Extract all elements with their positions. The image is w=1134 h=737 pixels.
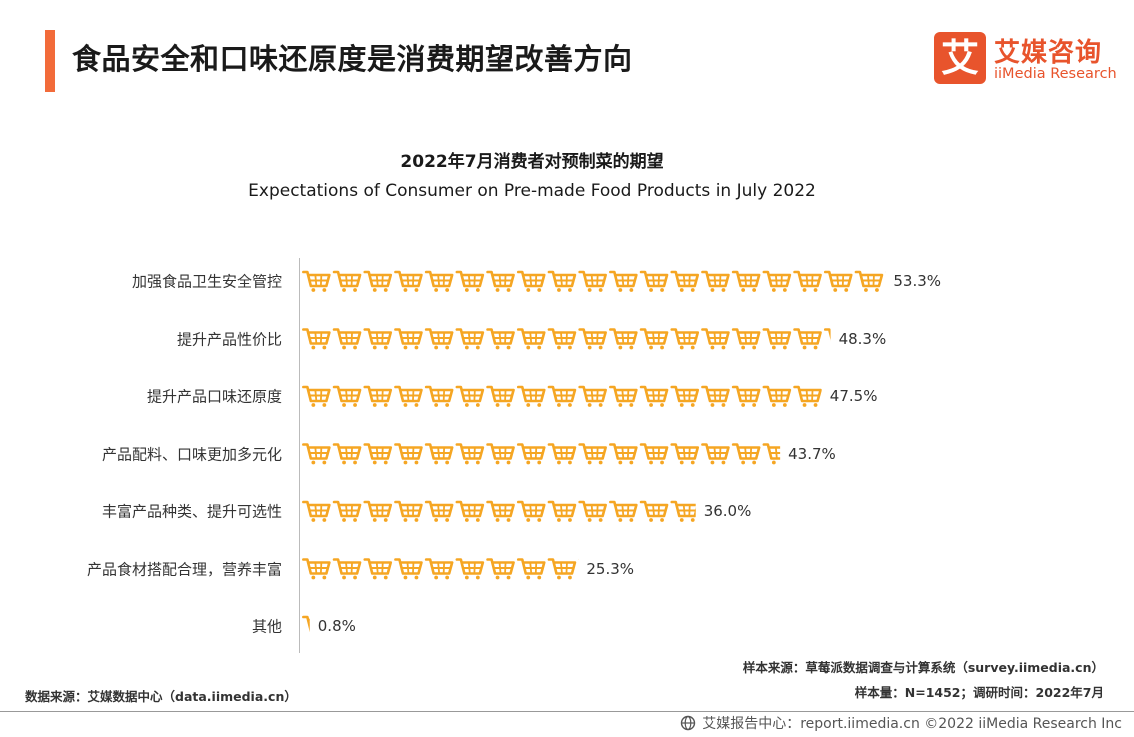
- sample-source: 样本来源：草莓派数据调查与计算系统（survey.iimedia.cn）: [742, 660, 1104, 675]
- bar-5: [302, 500, 696, 523]
- category-label: 其他: [251, 617, 282, 636]
- footer: 艾媒报告中心：report.iimedia.cn ©2022 iiMedia R…: [680, 713, 1122, 733]
- category-label: 丰富产品种类、提升可选性: [101, 502, 282, 521]
- logo-mark: 艾: [934, 32, 986, 84]
- globe-icon: [681, 715, 696, 731]
- category-label: 提升产品性价比: [176, 330, 282, 348]
- footer-divider: [0, 711, 1134, 712]
- data-source: 数据来源：艾媒数据中心（data.iimedia.cn）: [25, 689, 297, 704]
- value-label: 47.5%: [829, 387, 878, 405]
- page-title: 食品安全和口味还原度是消费期望改善方向: [72, 42, 633, 76]
- logo-name-en: iiMedia Research: [994, 66, 1117, 82]
- category-axis: [299, 258, 300, 653]
- bar-1: [302, 270, 886, 293]
- bar-4: [302, 443, 781, 466]
- category-label: 产品配料、口味更加多元化: [101, 445, 282, 463]
- bar-3: [302, 385, 822, 408]
- footer-text: 艾媒报告中心：report.iimedia.cn ©2022 iiMedia R…: [702, 716, 1122, 732]
- sample-info: 样本量：N=1452；调研时间：2022年7月: [854, 685, 1104, 700]
- category-label: 提升产品口味还原度: [146, 387, 282, 406]
- iimedia-logo: 艾 艾媒咨询 iiMedia Research: [934, 32, 1124, 88]
- value-label: 36.0%: [703, 502, 752, 520]
- bar-2: [302, 328, 831, 351]
- category-label: 加强食品卫生安全管控: [131, 272, 282, 291]
- title-accent-bar: [45, 30, 55, 92]
- chart-title: 2022年7月消费者对预制菜的期望: [400, 152, 664, 172]
- value-label: 43.7%: [788, 444, 836, 463]
- value-label: 0.8%: [317, 617, 356, 635]
- value-label: 25.3%: [586, 559, 635, 578]
- value-label: 48.3%: [838, 329, 887, 348]
- value-label: 53.3%: [893, 272, 942, 290]
- bars-layer: [302, 270, 886, 638]
- bar-6: [302, 558, 579, 581]
- category-label: 产品食材搭配合理，营养丰富: [86, 560, 282, 578]
- logo-name-cn: 艾媒咨询: [994, 38, 1103, 68]
- chart-subtitle: Expectations of Consumer on Pre-made Foo…: [248, 181, 816, 201]
